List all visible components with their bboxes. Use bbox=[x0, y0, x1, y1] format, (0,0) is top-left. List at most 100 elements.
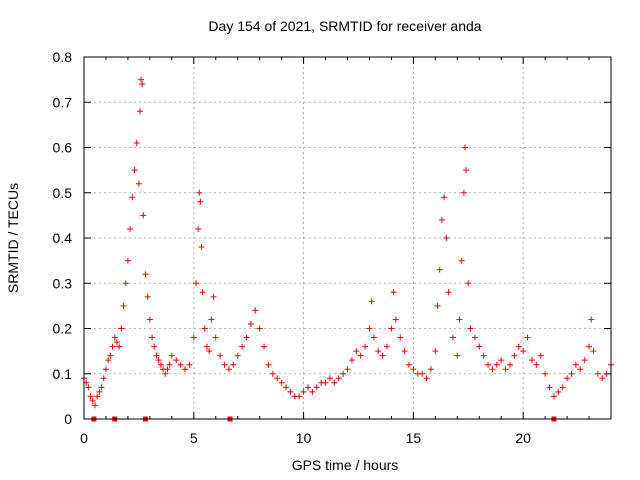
data-point bbox=[131, 167, 138, 174]
data-point bbox=[533, 361, 540, 368]
data-point bbox=[326, 375, 333, 382]
data-point bbox=[586, 343, 593, 350]
data-point bbox=[234, 352, 241, 359]
data-point bbox=[370, 334, 377, 341]
data-point bbox=[449, 334, 456, 341]
data-point bbox=[405, 361, 412, 368]
data-point bbox=[348, 357, 355, 364]
data-point bbox=[177, 361, 184, 368]
data-point bbox=[458, 257, 465, 264]
data-point bbox=[140, 212, 147, 219]
y-tick-label: 0 bbox=[64, 411, 72, 427]
data-point bbox=[166, 361, 173, 368]
data-point bbox=[162, 370, 169, 377]
data-point bbox=[379, 352, 386, 359]
plot-border bbox=[83, 56, 612, 420]
data-point bbox=[201, 325, 208, 332]
data-point bbox=[210, 293, 217, 300]
data-point bbox=[542, 370, 549, 377]
data-point bbox=[397, 334, 404, 341]
data-point bbox=[362, 343, 369, 350]
data-point bbox=[304, 384, 311, 391]
data-point bbox=[239, 343, 246, 350]
data-point bbox=[127, 225, 134, 232]
data-point bbox=[313, 384, 320, 391]
data-point bbox=[471, 334, 478, 341]
data-point bbox=[252, 307, 259, 314]
data-point bbox=[100, 375, 107, 382]
data-point bbox=[91, 402, 98, 409]
data-point bbox=[436, 266, 443, 273]
data-point bbox=[322, 379, 329, 386]
data-point bbox=[564, 375, 571, 382]
data-point bbox=[375, 348, 382, 355]
x-tick-label: 10 bbox=[296, 430, 312, 446]
data-point bbox=[230, 361, 237, 368]
data-point bbox=[520, 348, 527, 355]
data-point bbox=[550, 393, 557, 400]
data-point bbox=[247, 320, 254, 327]
data-point bbox=[456, 316, 463, 323]
data-point bbox=[454, 352, 461, 359]
y-tick-label: 0.1 bbox=[53, 366, 73, 382]
data-point bbox=[590, 348, 597, 355]
data-point bbox=[438, 216, 445, 223]
data-point bbox=[225, 366, 232, 373]
data-point bbox=[208, 316, 215, 323]
data-point bbox=[98, 384, 105, 391]
data-point bbox=[366, 325, 373, 332]
data-point bbox=[173, 357, 180, 364]
data-point bbox=[157, 361, 164, 368]
data-point bbox=[524, 334, 531, 341]
data-points bbox=[81, 76, 614, 409]
data-point bbox=[206, 348, 213, 355]
data-point bbox=[465, 280, 472, 287]
data-point bbox=[546, 384, 553, 391]
data-point bbox=[85, 384, 92, 391]
data-point bbox=[476, 343, 483, 350]
data-point bbox=[588, 316, 595, 323]
data-point bbox=[192, 280, 199, 287]
data-point bbox=[410, 366, 417, 373]
data-point bbox=[199, 289, 206, 296]
data-point bbox=[528, 357, 535, 364]
data-point bbox=[118, 325, 125, 332]
data-point bbox=[572, 361, 579, 368]
data-point bbox=[138, 76, 145, 83]
data-point bbox=[515, 343, 522, 350]
data-point bbox=[493, 361, 500, 368]
data-point bbox=[287, 388, 294, 395]
data-point bbox=[537, 352, 544, 359]
tick-labels: 0 0.1 0.2 0.3 0.4 0.5 0.6 0.7 0.8 0 5 10 15 20 bbox=[53, 49, 532, 446]
y-tick-label: 0.4 bbox=[53, 230, 73, 246]
data-point bbox=[296, 393, 303, 400]
data-point bbox=[594, 370, 601, 377]
data-point bbox=[423, 375, 430, 382]
data-point bbox=[309, 388, 316, 395]
data-point bbox=[331, 379, 338, 386]
data-point bbox=[269, 370, 276, 377]
data-point bbox=[243, 334, 250, 341]
data-point bbox=[441, 194, 448, 201]
data-point bbox=[87, 393, 94, 400]
data-point bbox=[212, 334, 219, 341]
data-point bbox=[124, 257, 131, 264]
data-point bbox=[401, 348, 408, 355]
data-point bbox=[122, 280, 129, 287]
data-point bbox=[133, 139, 140, 146]
data-point bbox=[603, 370, 610, 377]
data-point bbox=[146, 316, 153, 323]
data-point bbox=[463, 167, 470, 174]
x-axis-label: GPS time / hours bbox=[292, 457, 399, 473]
data-point bbox=[461, 144, 468, 151]
data-point bbox=[300, 388, 307, 395]
data-point bbox=[94, 393, 101, 400]
data-point bbox=[427, 366, 434, 373]
y-tick-label: 0.5 bbox=[53, 185, 73, 201]
data-point bbox=[136, 108, 143, 115]
y-tick-label: 0.8 bbox=[53, 49, 73, 65]
data-point bbox=[274, 375, 281, 382]
data-point bbox=[388, 325, 395, 332]
data-point bbox=[599, 375, 606, 382]
